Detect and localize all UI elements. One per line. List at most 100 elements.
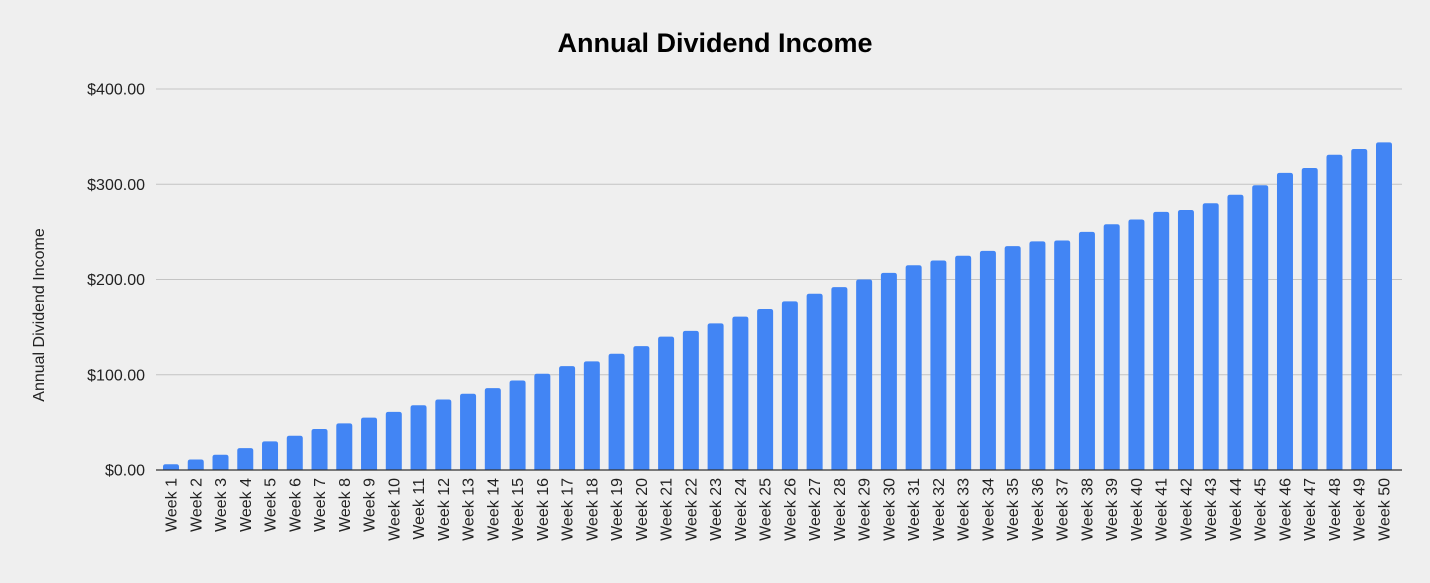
x-tick-label: Week 23	[708, 478, 725, 541]
x-tick-label: Week 3	[213, 478, 230, 532]
y-axis-label: Annual Dividend Income	[31, 228, 48, 402]
x-tick-label: Week 41	[1154, 478, 1171, 541]
x-tick-label: Week 22	[683, 478, 700, 541]
x-tick-label: Week 1	[164, 478, 181, 532]
bar	[1351, 149, 1368, 470]
x-tick-label: Week 15	[510, 478, 527, 541]
bar	[509, 380, 526, 470]
bar	[1103, 224, 1120, 470]
bar	[583, 361, 600, 470]
x-tick-label: Week 37	[1055, 478, 1072, 541]
bar	[534, 373, 551, 470]
x-tick-label: Week 32	[931, 478, 948, 541]
x-tick-label: Week 30	[881, 478, 898, 541]
x-tick-label: Week 33	[956, 478, 973, 541]
x-tick-label: Week 4	[238, 478, 255, 532]
x-tick-label: Week 11	[411, 478, 428, 540]
x-tick-label: Week 35	[1005, 478, 1022, 541]
x-tick-label: Week 10	[386, 478, 403, 541]
bar	[608, 353, 625, 470]
bar	[1004, 246, 1021, 470]
y-tick-label: $300.00	[87, 177, 145, 194]
bar	[633, 346, 650, 470]
x-tick-label: Week 7	[312, 478, 329, 532]
x-tick-label: Week 19	[609, 478, 626, 541]
bar	[212, 454, 229, 470]
bar	[336, 423, 353, 470]
x-tick-label: Week 43	[1203, 478, 1220, 541]
bar	[979, 250, 996, 470]
bar	[410, 405, 427, 470]
chart-title: Annual Dividend Income	[557, 28, 872, 58]
bar	[1078, 231, 1095, 470]
x-tick-label: Week 24	[733, 478, 750, 541]
x-tick-label: Week 5	[263, 478, 280, 532]
bar	[1227, 194, 1244, 471]
x-tick-label: Week 49	[1352, 478, 1369, 541]
x-tick-label: Week 20	[634, 478, 651, 541]
bar	[658, 336, 675, 470]
x-tick-label: Week 13	[461, 478, 478, 541]
bar	[460, 393, 477, 470]
bar	[806, 293, 823, 470]
x-tick-label: Week 36	[1030, 478, 1047, 541]
bar	[361, 417, 378, 470]
x-tick-label: Week 2	[188, 478, 205, 532]
bar	[311, 429, 328, 470]
bar	[237, 448, 254, 470]
bar	[955, 255, 972, 470]
bar	[286, 435, 303, 470]
x-tick-label: Week 45	[1253, 478, 1270, 541]
x-tick-label: Week 47	[1302, 478, 1319, 541]
bar	[1177, 209, 1194, 470]
bar	[831, 287, 848, 470]
x-tick-label: Week 26	[782, 478, 799, 541]
y-tick-label: $0.00	[105, 463, 145, 480]
bar	[1029, 241, 1046, 470]
x-tick-label: Week 21	[659, 478, 676, 541]
bar	[163, 464, 179, 470]
bar	[1276, 172, 1293, 470]
y-tick-label: $200.00	[87, 272, 145, 289]
x-tick-label: Week 8	[337, 478, 354, 532]
x-tick-label: Week 25	[758, 478, 775, 541]
x-tick-label: Week 9	[362, 478, 379, 532]
x-tick-label: Week 40	[1129, 478, 1146, 541]
x-tick-label: Week 38	[1079, 478, 1096, 541]
y-axis-ticks: $0.00 $100.00 $200.00 $300.00 $400.00	[87, 82, 145, 480]
bar	[1301, 168, 1318, 470]
bar	[1252, 185, 1269, 470]
x-tick-label: Week 50	[1377, 478, 1394, 541]
bar	[1054, 240, 1071, 470]
bar	[732, 316, 749, 470]
bar	[880, 272, 897, 470]
x-tick-label: Week 6	[287, 478, 304, 532]
bar	[385, 411, 402, 470]
bar	[187, 459, 204, 470]
x-tick-label: Week 14	[485, 478, 502, 541]
x-tick-label: Week 39	[1104, 478, 1121, 541]
bar	[856, 279, 873, 470]
y-tick-label: $100.00	[87, 367, 145, 384]
bar	[1128, 219, 1145, 470]
x-tick-label: Week 31	[906, 478, 923, 541]
x-axis-ticks: Week 1 Week 2 Week 3 Week 4 Week 5 Week 6 Week…	[164, 478, 1394, 541]
x-tick-label: Week 34	[980, 478, 997, 541]
gridlines	[156, 88, 1402, 376]
bar	[781, 301, 798, 470]
bar	[707, 323, 724, 470]
bar	[905, 265, 922, 470]
bar	[559, 366, 576, 470]
bar	[930, 260, 947, 470]
x-tick-label: Week 44	[1228, 478, 1245, 541]
bar	[682, 330, 699, 470]
bar	[757, 309, 774, 470]
bar	[1376, 142, 1392, 470]
x-tick-label: Week 46	[1277, 478, 1294, 541]
y-tick-label: $400.00	[87, 82, 145, 99]
bar	[1153, 211, 1170, 470]
bar	[1326, 154, 1343, 470]
x-tick-label: Week 48	[1327, 478, 1344, 541]
